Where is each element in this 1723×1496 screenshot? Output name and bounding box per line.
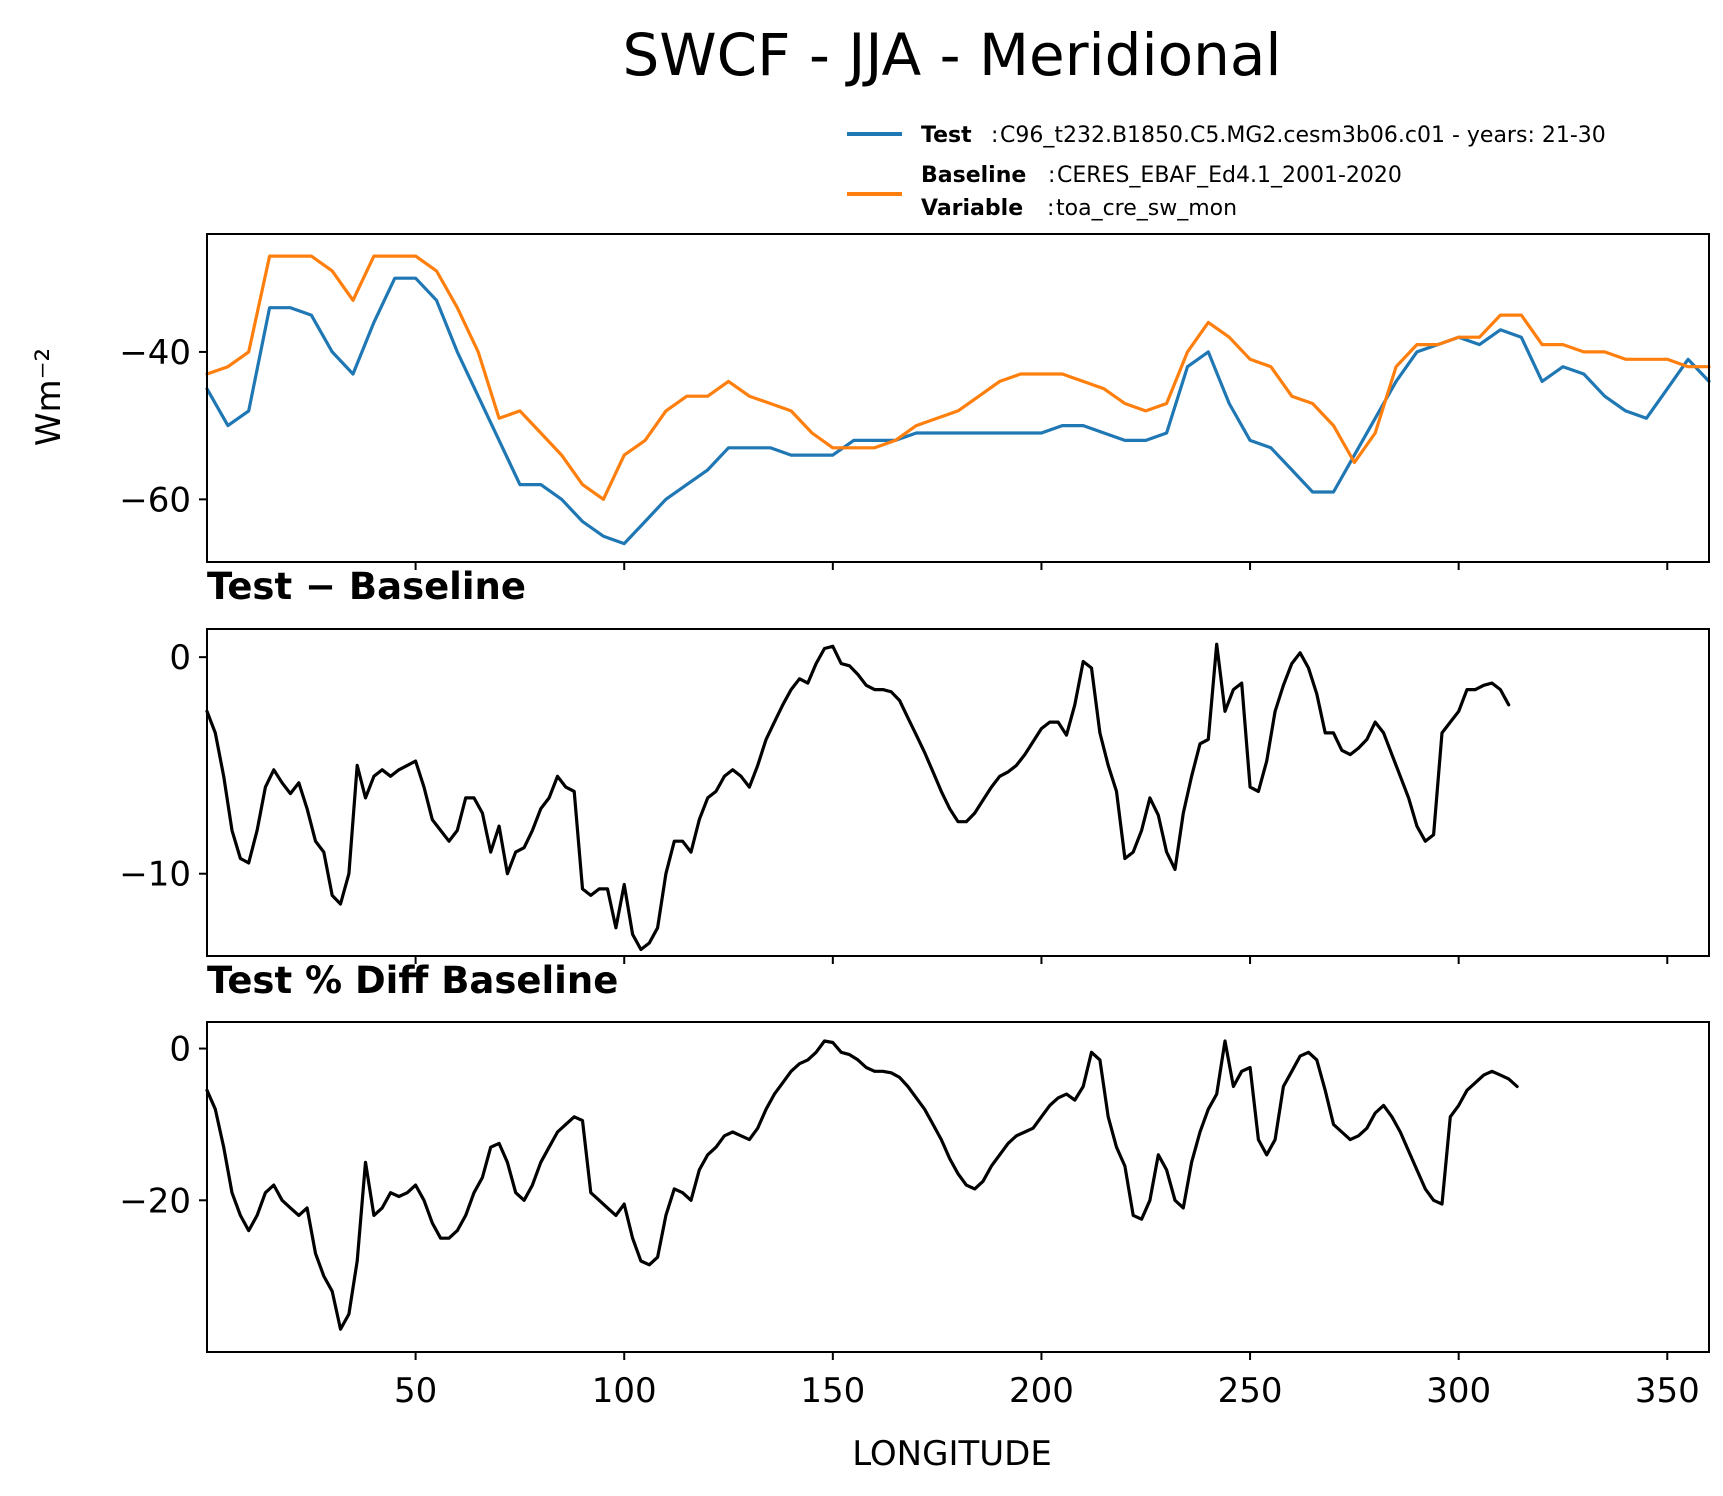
panel-diff: −10 0 [119, 628, 1710, 964]
y-tick-label-main: −60 [119, 480, 191, 520]
x-axis-label: LONGITUDE [852, 1434, 1052, 1474]
x-tick-label: 100 [592, 1371, 657, 1411]
panel-pct: −20 0 50 100 150 200 250 300 350 [119, 1021, 1710, 1411]
y-tick-label-diff: −10 [119, 855, 191, 895]
panel-pct-title: Test % Diff Baseline [207, 959, 618, 1002]
legend-test-key: Test [921, 123, 972, 148]
x-tick-label: 150 [800, 1371, 865, 1411]
legend-variable-value: toa_cre_sw_mon [1056, 196, 1237, 221]
y-tick-label-pct: −20 [119, 1181, 191, 1221]
series-line-diff-1 [205, 642, 1511, 952]
plot-frame-pct [206, 1021, 1710, 1353]
legend-baseline-key: Baseline [921, 163, 1026, 188]
panel-diff-title: Test − Baseline [207, 565, 526, 608]
x-tick-label: 250 [1218, 1371, 1283, 1411]
legend-test-sep: : [991, 123, 998, 148]
legend-baseline-value: CERES_EBAF_Ed4.1_2001-2020 [1057, 163, 1402, 188]
figure-title: SWCF - JJA - Meridional [622, 21, 1281, 89]
x-tick-label: 50 [394, 1371, 437, 1411]
legend-variable-sep: : [1047, 196, 1054, 221]
y-tick-label-pct: 0 [169, 1030, 191, 1070]
y-tick-label-main: −40 [119, 333, 191, 373]
series-line-pct-1 [205, 1039, 1519, 1331]
legend-test-value: C96_t232.B1850.C5.MG2.cesm3b06.c01 - yea… [1000, 123, 1606, 148]
x-tick-label: 300 [1426, 1371, 1491, 1411]
panel-main: −60 −40 [119, 233, 1711, 570]
legend-variable-key: Variable [921, 196, 1023, 221]
y-tick-label-diff: 0 [169, 638, 191, 678]
legend: Test : C96_t232.B1850.C5.MG2.cesm3b06.c0… [847, 123, 1606, 221]
plot-frame-diff [206, 628, 1710, 957]
series-line-main-2 [205, 254, 1711, 501]
x-tick-label: 200 [1009, 1371, 1074, 1411]
plot-frame-main [206, 233, 1710, 563]
x-tick-label: 350 [1635, 1371, 1700, 1411]
legend-baseline-sep: : [1048, 163, 1055, 188]
y-axis-label-main: Wm⁻² [29, 348, 69, 446]
